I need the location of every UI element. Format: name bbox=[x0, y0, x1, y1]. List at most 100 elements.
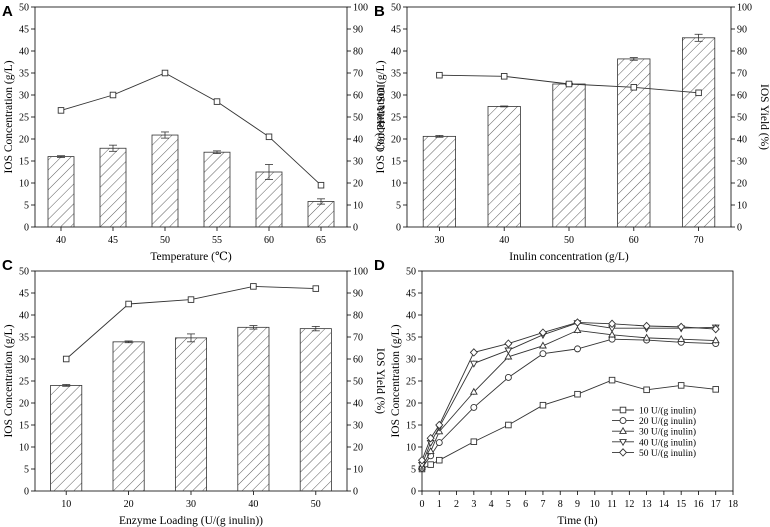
panel-label-b: B bbox=[374, 3, 385, 20]
y2-tick-label: 70 bbox=[353, 333, 363, 344]
series-point bbox=[608, 319, 617, 329]
y2-tick-label: 80 bbox=[353, 311, 363, 322]
panel-c: C 0 5 10 15 20 25 30 35 40 45 50 0 10 20 30 40 50 60 70 80 9… bbox=[2, 257, 386, 527]
bar bbox=[552, 83, 586, 228]
y2-tick-label: 0 bbox=[353, 223, 358, 234]
y2-tick-label: 100 bbox=[737, 3, 752, 14]
y-tick-label: 35 bbox=[19, 333, 29, 344]
series-point bbox=[469, 387, 478, 395]
x-tick-label: 60 bbox=[264, 235, 274, 246]
x-tick-label: 17 bbox=[711, 499, 721, 510]
series-point bbox=[504, 339, 513, 348]
x-tick-label: 13 bbox=[642, 499, 652, 510]
y2-tick-label: 90 bbox=[353, 289, 363, 300]
yield-point bbox=[630, 84, 638, 91]
y2-tick-label: 50 bbox=[353, 113, 363, 124]
y2-tick-label: 100 bbox=[353, 267, 368, 278]
y-tick-label: 45 bbox=[406, 289, 416, 300]
yield-point bbox=[161, 69, 169, 77]
y-tick-label: 0 bbox=[24, 223, 29, 234]
yield-point bbox=[695, 89, 702, 97]
y-tick-label: 45 bbox=[391, 25, 401, 36]
x-tick-label: 40 bbox=[248, 499, 258, 510]
series-point bbox=[642, 321, 651, 331]
legend-label: 20 U/(g inulin) bbox=[639, 416, 696, 427]
y-tick-label: 45 bbox=[19, 289, 29, 300]
x-axis-title: Temperature (℃) bbox=[150, 251, 232, 263]
x-tick-label: 45 bbox=[108, 235, 118, 246]
y2-tick-label: 50 bbox=[737, 113, 747, 124]
y-tick-label: 5 bbox=[24, 201, 29, 212]
y2-tick-label: 30 bbox=[353, 421, 363, 432]
x-tick-label: 1 bbox=[437, 499, 442, 510]
y-tick-label: 0 bbox=[24, 487, 29, 498]
y2-tick-label: 70 bbox=[353, 69, 363, 80]
series-point bbox=[539, 401, 547, 409]
y-tick-label: 20 bbox=[19, 135, 29, 146]
y-tick-label: 25 bbox=[19, 113, 29, 124]
y2-tick-label: 80 bbox=[737, 47, 747, 58]
yield-point bbox=[436, 71, 443, 79]
x-tick-label: 10 bbox=[590, 499, 600, 510]
y2-tick-label: 60 bbox=[353, 355, 363, 366]
series-point bbox=[539, 350, 547, 358]
x-tick-label: 65 bbox=[316, 235, 326, 246]
y-tick-label: 40 bbox=[19, 47, 29, 58]
legend-marker bbox=[619, 426, 627, 434]
y-tick-label: 20 bbox=[406, 399, 416, 410]
series-point bbox=[470, 438, 478, 445]
series-point bbox=[436, 456, 443, 464]
y-tick-label: 30 bbox=[406, 355, 416, 366]
series-point bbox=[427, 461, 434, 468]
bar bbox=[422, 135, 457, 228]
bar bbox=[47, 156, 75, 228]
bar bbox=[50, 384, 83, 492]
bar bbox=[307, 201, 335, 228]
y-tick-label: 35 bbox=[406, 333, 416, 344]
x-tick-label: 18 bbox=[728, 499, 738, 510]
yield-point bbox=[57, 107, 65, 114]
y-tick-label: 25 bbox=[19, 377, 29, 388]
x-tick-label: 12 bbox=[624, 499, 634, 510]
y-axis-title: IOS Concentration (g/L) bbox=[390, 324, 402, 437]
x-tick-label: 40 bbox=[499, 235, 509, 246]
series-point bbox=[504, 374, 512, 381]
panel-label-d: D bbox=[374, 257, 385, 274]
y-tick-label: 10 bbox=[19, 443, 29, 454]
legend-marker bbox=[619, 439, 627, 447]
y2-tick-label: 40 bbox=[353, 399, 363, 410]
bar bbox=[255, 171, 283, 228]
y2-tick-label: 10 bbox=[353, 465, 363, 476]
series-point bbox=[504, 352, 513, 360]
x-tick-label: 70 bbox=[694, 235, 704, 246]
x-tick-label: 14 bbox=[659, 499, 669, 510]
legend-label: 10 U/(g inulin) bbox=[639, 406, 696, 417]
y2-axis-title: IOS Yield (%) bbox=[758, 84, 770, 150]
series-point bbox=[435, 439, 443, 447]
x-tick-label: 3 bbox=[471, 499, 476, 510]
y-tick-label: 35 bbox=[19, 69, 29, 80]
yield-line bbox=[60, 72, 322, 186]
y-tick-label: 20 bbox=[391, 135, 401, 146]
y2-tick-label: 100 bbox=[353, 3, 368, 14]
legend-marker bbox=[618, 448, 628, 457]
y-tick-label: 20 bbox=[19, 399, 29, 410]
x-tick-label: 10 bbox=[61, 499, 71, 510]
panel-b: B 0 5 10 15 20 25 30 35 40 45 50 0 10 20 30 40 50 60 70 80 9… bbox=[374, 3, 770, 264]
y-tick-label: 5 bbox=[24, 465, 29, 476]
x-axis-title: Enzyme Loading (U/(g inulin)) bbox=[119, 515, 263, 527]
series-point bbox=[608, 330, 617, 338]
yield-point bbox=[250, 283, 257, 290]
x-tick-label: 9 bbox=[575, 499, 580, 510]
x-tick-label: 30 bbox=[186, 499, 196, 510]
x-tick-label: 8 bbox=[558, 499, 563, 510]
x-tick-label: 2 bbox=[454, 499, 459, 510]
x-tick-label: 15 bbox=[676, 499, 686, 510]
x-tick-label: 60 bbox=[629, 235, 639, 246]
series-point bbox=[677, 334, 686, 342]
series-point bbox=[417, 455, 427, 465]
series-point bbox=[608, 376, 616, 384]
y-tick-label: 35 bbox=[391, 69, 401, 80]
series-point bbox=[711, 336, 720, 344]
